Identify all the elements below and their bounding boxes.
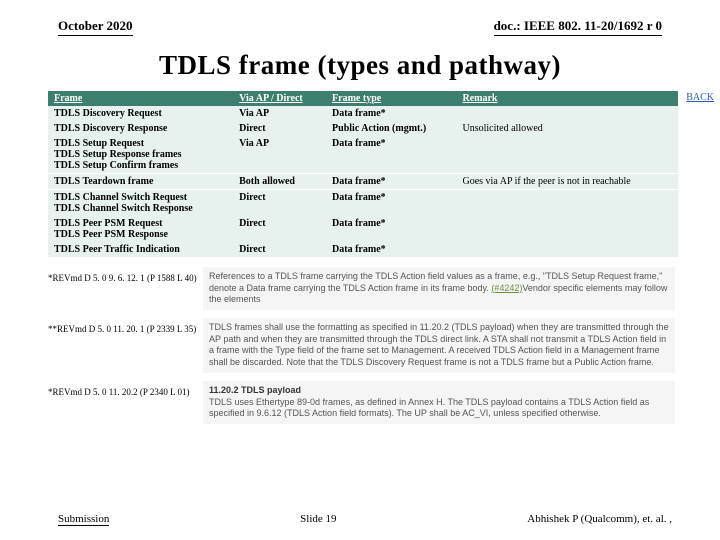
reference-row: *REVmd D 5. 0 9. 6. 12. 1 (P 1588 L 40)R…: [48, 267, 720, 310]
table-cell: TDLS Discovery Request: [48, 106, 233, 121]
table-cell: Unsolicited allowed: [457, 121, 679, 136]
table-cell: Direct: [233, 121, 326, 136]
table-row: TDLS Channel Switch Request TDLS Channel…: [48, 190, 678, 217]
back-link[interactable]: BACK: [686, 92, 714, 103]
doc-date: October 2020: [58, 18, 133, 36]
table-row: TDLS Peer PSM RequestTDLS Peer PSM Respo…: [48, 216, 678, 242]
table-row: TDLS Discovery RequestVia APData frame*: [48, 106, 678, 121]
table-cell: Public Action (mgmt.): [326, 121, 456, 136]
table-cell: TDLS Peer PSM RequestTDLS Peer PSM Respo…: [48, 216, 233, 242]
table-cell: Data frame*: [326, 190, 456, 217]
table-cell: Via AP: [233, 106, 326, 121]
table-cell: TDLS Teardown frame: [48, 174, 233, 190]
table-row: TDLS Discovery ResponseDirectPublic Acti…: [48, 121, 678, 136]
frames-table: FrameVia AP / DirectFrame typeRemark TDL…: [48, 91, 678, 257]
reference-row: *REVmd D 5. 0 11. 20.2 (P 2340 L 01)11.2…: [48, 381, 720, 424]
reference-label: **REVmd D 5. 0 11. 20. 1 (P 2339 L 35): [48, 318, 203, 334]
table-cell: [457, 216, 679, 242]
table-row: TDLS Teardown frameBoth allowedData fram…: [48, 174, 678, 190]
table-cell: Data frame*: [326, 174, 456, 190]
table-cell: TDLS Setup RequestTDLS Setup Response fr…: [48, 136, 233, 174]
col-header: Frame type: [326, 91, 456, 106]
table-cell: Direct: [233, 216, 326, 242]
table-cell: [457, 242, 679, 257]
table-cell: [457, 106, 679, 121]
table-cell: TDLS Discovery Response: [48, 121, 233, 136]
table-cell: TDLS Peer Traffic Indication: [48, 242, 233, 257]
table-cell: Data frame*: [326, 136, 456, 174]
footer-center: Slide 19: [300, 513, 336, 526]
doc-id: doc.: IEEE 802. 11-20/1692 r 0: [494, 18, 662, 36]
reference-label: *REVmd D 5. 0 11. 20.2 (P 2340 L 01): [48, 381, 203, 397]
reference-row: **REVmd D 5. 0 11. 20. 1 (P 2339 L 35)TD…: [48, 318, 720, 373]
reference-snippet: TDLS frames shall use the formatting as …: [203, 318, 675, 373]
col-header: Frame: [48, 91, 233, 106]
table-row: TDLS Peer Traffic IndicationDirectData f…: [48, 242, 678, 257]
table-row: TDLS Setup RequestTDLS Setup Response fr…: [48, 136, 678, 174]
table-cell: Direct: [233, 190, 326, 217]
table-cell: [457, 190, 679, 217]
footer: Submission Slide 19 Abhishek P (Qualcomm…: [0, 513, 720, 526]
table-cell: Goes via AP if the peer is not in reacha…: [457, 174, 679, 190]
col-header: Via AP / Direct: [233, 91, 326, 106]
references: *REVmd D 5. 0 9. 6. 12. 1 (P 1588 L 40)R…: [48, 267, 720, 424]
col-header: Remark: [457, 91, 679, 106]
table-cell: Data frame*: [326, 106, 456, 121]
table-cell: [457, 136, 679, 174]
reference-snippet: 11.20.2 TDLS payloadTDLS uses Ethertype …: [203, 381, 675, 424]
page-title: TDLS frame (types and pathway): [0, 50, 720, 81]
reference-label: *REVmd D 5. 0 9. 6. 12. 1 (P 1588 L 40): [48, 267, 203, 283]
table-cell: Data frame*: [326, 216, 456, 242]
table-cell: Direct: [233, 242, 326, 257]
table-cell: Both allowed: [233, 174, 326, 190]
footer-right: Abhishek P (Qualcomm), et. al. ,: [527, 513, 672, 526]
footer-left: Submission: [58, 513, 109, 526]
table-cell: Data frame*: [326, 242, 456, 257]
table-cell: Via AP: [233, 136, 326, 174]
reference-snippet: References to a TDLS frame carrying the …: [203, 267, 675, 310]
table-cell: TDLS Channel Switch Request TDLS Channel…: [48, 190, 233, 217]
